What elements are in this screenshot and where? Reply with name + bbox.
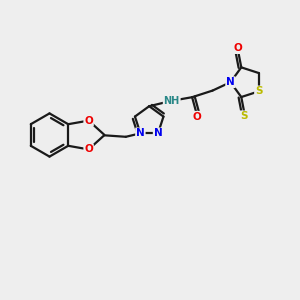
Text: S: S [255,86,262,96]
Text: NH: NH [164,96,180,106]
Text: O: O [84,144,93,154]
Text: O: O [234,43,243,53]
Text: O: O [192,112,201,122]
Text: N: N [226,77,235,87]
Text: S: S [241,111,248,121]
Text: O: O [84,116,93,126]
Text: N: N [136,128,145,138]
Text: N: N [154,128,162,138]
